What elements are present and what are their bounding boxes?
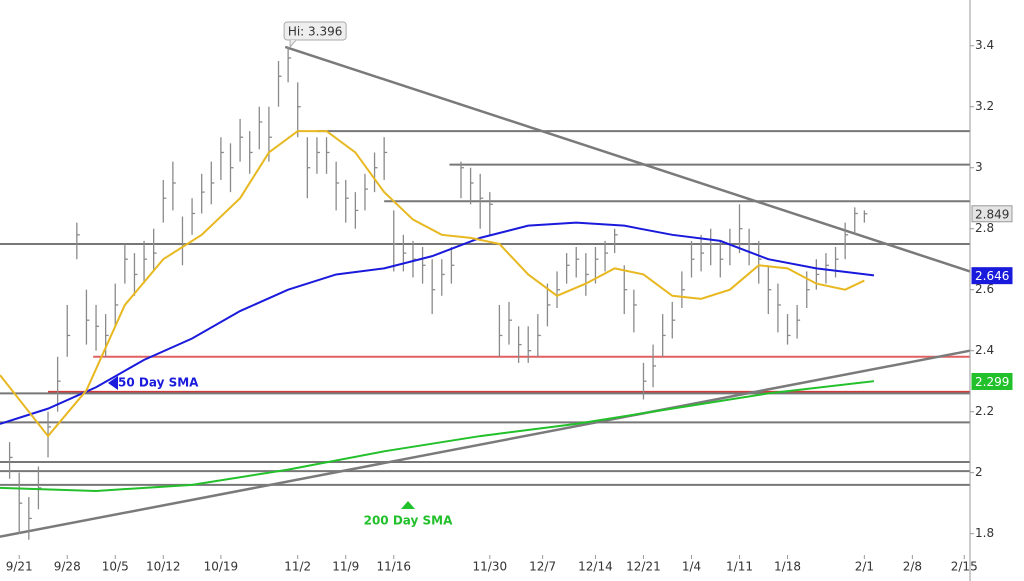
x-tick-label: 9/21: [6, 560, 33, 574]
x-tick-label: 10/12: [146, 560, 181, 574]
ma-line: [0, 380, 875, 492]
price-tag: [971, 205, 1013, 223]
x-tick-label: 11/30: [473, 560, 508, 574]
legend-arrow: [108, 376, 118, 390]
y-tick-label: 3: [975, 160, 983, 174]
trend-line: [0, 349, 971, 538]
y-tick-label: 3.4: [975, 38, 994, 52]
annotation-box: [283, 21, 347, 41]
x-tick-label: 11/2: [284, 560, 311, 574]
x-tick-label: 2/1: [855, 560, 874, 574]
x-tick-label: 10/5: [102, 560, 129, 574]
x-tick-label: 11/9: [332, 560, 359, 574]
trend-line: [284, 45, 971, 273]
x-tick-label: 1/4: [682, 560, 701, 574]
y-tick-label: 2.2: [975, 404, 994, 418]
ma-line: [0, 221, 875, 425]
price-tag-label: 2.299: [975, 375, 1009, 389]
annotation-label: Hi: 3.396: [288, 24, 343, 38]
series-label: 50 Day SMA: [118, 376, 199, 390]
annotation-pointer: [289, 39, 297, 49]
price-tag: [971, 267, 1013, 285]
x-tick-label: 1/18: [774, 560, 801, 574]
price-tag-label: 2.646: [975, 269, 1009, 283]
y-tick-label: 2.4: [975, 343, 994, 357]
x-tick-label: 10/19: [204, 560, 239, 574]
price-tag: [971, 372, 1013, 390]
y-tick-label: 3.2: [975, 99, 994, 113]
series-label: 200 Day SMA: [364, 514, 454, 528]
x-tick-label: 2/15: [951, 560, 978, 574]
y-tick-label: 2.6: [975, 282, 994, 296]
y-tick-label: 1.8: [975, 526, 994, 540]
x-tick-label: 12/14: [578, 560, 613, 574]
x-tick-label: 12/21: [626, 560, 661, 574]
x-tick-label: 9/28: [54, 560, 81, 574]
ma-line: [0, 130, 865, 438]
x-tick-label: 1/11: [726, 560, 753, 574]
x-tick-label: 11/16: [376, 560, 411, 574]
x-tick-label: 2/8: [903, 560, 922, 574]
y-tick-label: 2.8: [975, 221, 994, 235]
y-tick-label: 2: [975, 465, 983, 479]
legend-arrow: [401, 501, 415, 509]
x-tick-label: 12/7: [529, 560, 556, 574]
price-tag-label: 2.849: [975, 207, 1009, 221]
